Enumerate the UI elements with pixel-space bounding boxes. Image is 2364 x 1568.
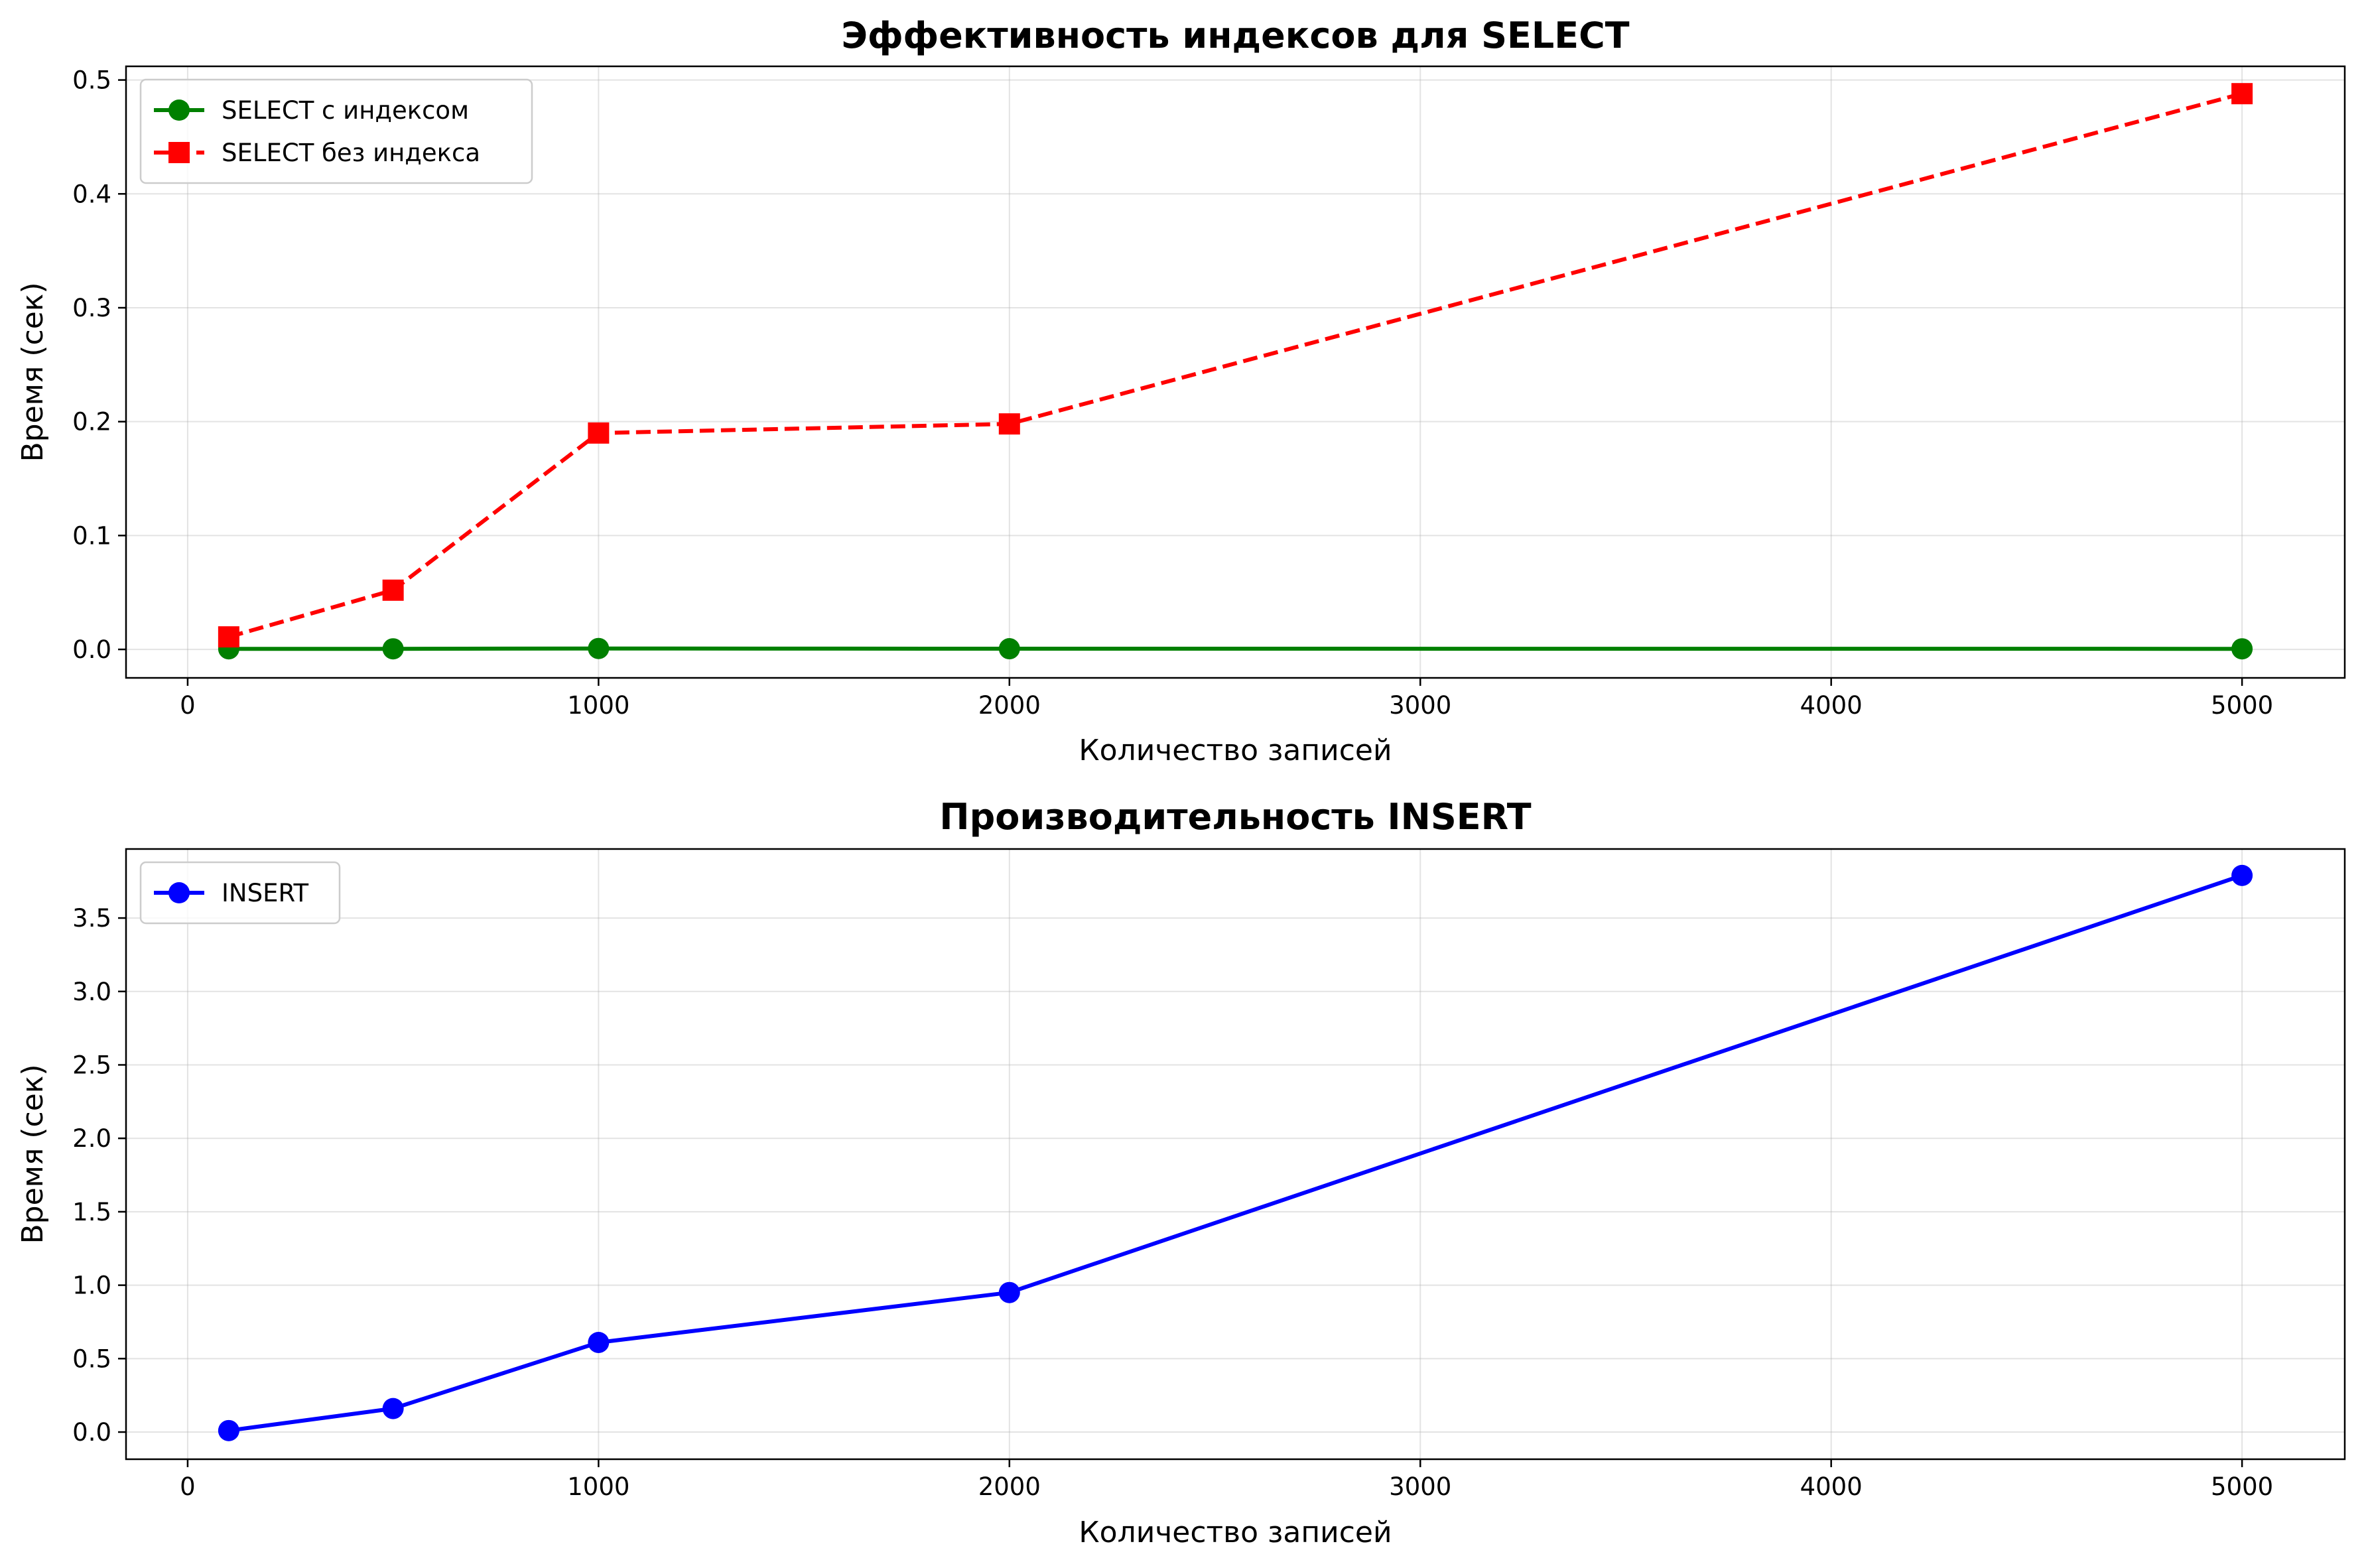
- legend-item: SELECT с индексом: [154, 96, 469, 125]
- y-axis-label: Время (сек): [16, 1064, 50, 1244]
- x-tick-label: 5000: [2211, 691, 2273, 720]
- x-axis: 0 1000 2000 3000 4000 5000: [180, 678, 2273, 720]
- data-point: [998, 1281, 1020, 1303]
- data-point: [588, 637, 610, 659]
- legend: INSERT: [139, 861, 341, 925]
- legend-item: SELECT без индекса: [154, 139, 480, 167]
- x-tick-label: 1000: [567, 1472, 629, 1501]
- x-axis: 0 1000 2000 3000 4000 5000: [180, 1459, 2273, 1501]
- y-tick-label: 3.0: [72, 978, 111, 1006]
- y-tick-label: 0.5: [72, 1344, 111, 1373]
- data-point: [218, 626, 239, 648]
- chart-title: Эффективность индексов для SELECT: [841, 15, 1629, 56]
- y-tick-label: 0.5: [72, 66, 111, 95]
- x-tick-label: 0: [180, 691, 196, 720]
- y-tick-label: 1.5: [72, 1198, 111, 1226]
- x-tick-label: 3000: [1389, 691, 1451, 720]
- x-axis-label: Количество записей: [1079, 734, 1392, 767]
- data-point: [2231, 864, 2253, 886]
- data-point: [382, 638, 404, 660]
- y-tick-label: 0.4: [72, 180, 111, 208]
- data-point: [588, 422, 610, 444]
- legend-marker: [168, 99, 190, 121]
- x-tick-label: 3000: [1389, 1472, 1451, 1501]
- plot-frame: [125, 65, 2346, 679]
- data-point: [588, 1331, 610, 1353]
- chart-title: Производительность INSERT: [939, 796, 1531, 838]
- legend-marker: [168, 882, 190, 903]
- data-point: [998, 638, 1020, 660]
- y-tick-label: 0.3: [72, 294, 111, 322]
- y-axis: 0.0 0.1 0.2 0.3 0.4 0.5: [72, 66, 126, 664]
- legend: SELECT с индексом SELECT без индекса: [139, 78, 533, 184]
- y-tick-label: 1.0: [72, 1272, 111, 1300]
- legend-label: INSERT: [222, 879, 308, 907]
- data-point: [218, 1419, 239, 1441]
- legend-marker: [168, 142, 190, 163]
- y-tick-label: 0.2: [72, 408, 111, 436]
- x-tick-label: 2000: [978, 1472, 1041, 1501]
- legend-label: SELECT без индекса: [222, 139, 480, 167]
- y-axis-label: Время (сек): [16, 282, 50, 462]
- x-tick-label: 1000: [567, 691, 629, 720]
- x-tick-label: 5000: [2211, 1472, 2273, 1501]
- x-tick-label: 0: [180, 1472, 196, 1501]
- y-tick-label: 2.5: [72, 1051, 111, 1079]
- series-insert: [218, 864, 2253, 1441]
- data-point: [382, 579, 404, 601]
- series-select-без-индекса: [218, 83, 2253, 648]
- grid: [126, 849, 2345, 1459]
- legend-box: [139, 861, 341, 925]
- y-tick-label: 0.0: [72, 1418, 111, 1447]
- data-point: [998, 413, 1020, 435]
- x-tick-label: 2000: [978, 691, 1041, 720]
- x-tick-label: 4000: [1800, 1472, 1863, 1501]
- y-tick-label: 3.5: [72, 904, 111, 933]
- plot-frame: [125, 848, 2346, 1461]
- legend-label: SELECT с индексом: [222, 96, 469, 125]
- y-axis: 0.0 0.5 1.0 1.5 2.0 2.5 3.0 3.5: [72, 904, 126, 1447]
- x-axis-label: Количество записей: [1079, 1516, 1392, 1549]
- legend-box: [139, 78, 533, 184]
- y-tick-label: 2.0: [72, 1124, 111, 1153]
- legend-item: INSERT: [154, 879, 308, 907]
- y-tick-label: 0.0: [72, 635, 111, 664]
- data-point: [2231, 638, 2253, 660]
- data-point: [2231, 83, 2253, 105]
- data-point: [382, 1398, 404, 1419]
- chart-2: 0 1000 2000 3000 4000 5000 0.0 0.5 1.0 1.5 2.0 2.5 3…: [16, 796, 2346, 1549]
- chart-1: 0 1000 2000 3000 4000 5000 0.0 0.1 0.2 0.3 0.4 0.5 Э…: [16, 15, 2346, 767]
- x-tick-label: 4000: [1800, 691, 1863, 720]
- y-tick-label: 0.1: [72, 521, 111, 550]
